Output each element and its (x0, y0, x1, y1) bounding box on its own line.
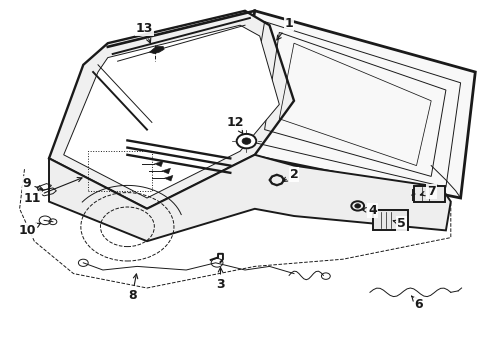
Polygon shape (154, 161, 163, 167)
FancyBboxPatch shape (414, 186, 445, 202)
Polygon shape (64, 25, 279, 198)
Circle shape (355, 204, 361, 208)
Polygon shape (162, 168, 171, 174)
Text: 10: 10 (18, 223, 41, 237)
Text: 5: 5 (393, 217, 406, 230)
FancyBboxPatch shape (373, 210, 408, 230)
Text: 13: 13 (136, 22, 153, 43)
Text: 2: 2 (283, 168, 298, 181)
Text: 3: 3 (216, 267, 225, 291)
Text: 11: 11 (23, 177, 82, 204)
Polygon shape (49, 155, 451, 241)
Polygon shape (164, 175, 173, 181)
Text: 6: 6 (412, 296, 423, 311)
Circle shape (237, 134, 256, 148)
Polygon shape (230, 11, 475, 198)
Polygon shape (49, 11, 294, 209)
Text: 12: 12 (226, 116, 244, 134)
Text: 4: 4 (362, 204, 377, 217)
Text: 7: 7 (420, 185, 436, 198)
Polygon shape (149, 46, 164, 54)
Text: 9: 9 (23, 177, 43, 190)
Text: 1: 1 (277, 17, 294, 40)
Text: 8: 8 (128, 274, 138, 302)
Circle shape (242, 138, 251, 144)
